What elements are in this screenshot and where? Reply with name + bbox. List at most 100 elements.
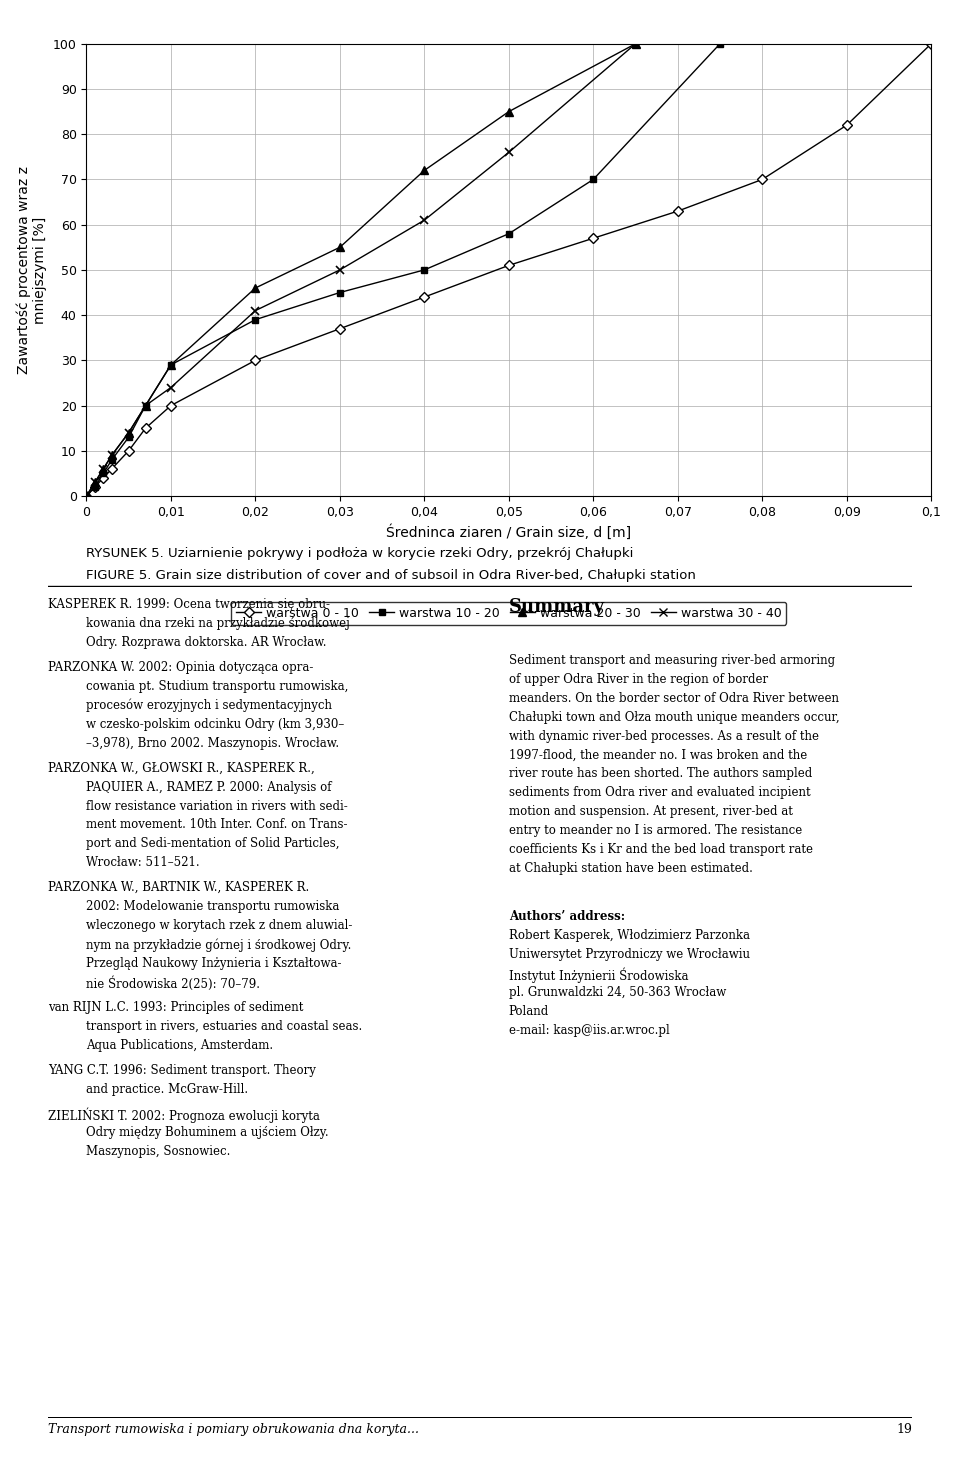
warstwa 30 - 40 [419,212,430,229]
Line: warstwa 0 - 10: warstwa 0 - 10 [83,41,935,499]
warstwa 20 - 30 [106,446,117,464]
Text: w czesko-polskim odcinku Odry (km 3,930–: w czesko-polskim odcinku Odry (km 3,930– [86,718,345,731]
Text: at Chałupki station have been estimated.: at Chałupki station have been estimated. [509,862,753,875]
warstwa 20 - 30 [123,425,134,442]
Text: coefficients Ks i Kr and the bed load transport rate: coefficients Ks i Kr and the bed load tr… [509,843,813,856]
warstwa 20 - 30 [89,474,101,492]
Text: Maszynopis, Sosnowiec.: Maszynopis, Sosnowiec. [86,1145,230,1158]
Text: PAQUIER A., RAMEZ P. 2000: Analysis of: PAQUIER A., RAMEZ P. 2000: Analysis of [86,781,332,794]
Text: e-mail: kasp@iis.ar.wroc.pl: e-mail: kasp@iis.ar.wroc.pl [509,1024,669,1037]
Text: Transport rumowiska i pomiary obrukowania dna koryta...: Transport rumowiska i pomiary obrukowani… [48,1423,419,1436]
warstwa 30 - 40 [106,446,117,464]
warstwa 30 - 40 [89,474,101,492]
warstwa 20 - 30 [250,279,261,296]
Text: Uniwersytet Przyrodniczy we Wrocławiu: Uniwersytet Przyrodniczy we Wrocławiu [509,948,750,961]
Text: motion and suspension. At present, river-bed at: motion and suspension. At present, river… [509,805,793,818]
warstwa 30 - 40 [140,397,152,414]
Text: nie Środowiska 2(25): 70–79.: nie Środowiska 2(25): 70–79. [86,976,260,991]
warstwa 30 - 40 [81,487,92,505]
Text: ZIELIŃSKI T. 2002: Prognoza ewolucji koryta: ZIELIŃSKI T. 2002: Prognoza ewolucji kor… [48,1107,320,1123]
Text: flow resistance variation in rivers with sedi-: flow resistance variation in rivers with… [86,800,348,813]
Text: Authors’ address:: Authors’ address: [509,910,625,924]
warstwa 20 - 30 [630,35,641,53]
Text: KASPEREK R. 1999: Ocena tworzenia się obru-: KASPEREK R. 1999: Ocena tworzenia się ob… [48,598,330,611]
warstwa 0 - 10 [98,470,109,487]
Text: entry to meander no I is armored. The resistance: entry to meander no I is armored. The re… [509,824,802,837]
Text: 19: 19 [896,1423,912,1436]
warstwa 30 - 40 [98,460,109,477]
warstwa 20 - 30 [503,102,515,120]
warstwa 30 - 40 [503,143,515,160]
warstwa 0 - 10 [89,479,101,496]
Text: YANG C.T. 1996: Sediment transport. Theory: YANG C.T. 1996: Sediment transport. Theo… [48,1064,316,1077]
warstwa 0 - 10 [81,487,92,505]
Text: Summary: Summary [509,598,605,616]
warstwa 0 - 10 [841,117,852,134]
Text: transport in rivers, estuaries and coastal seas.: transport in rivers, estuaries and coast… [86,1020,363,1033]
Text: ment movement. 10th Inter. Conf. on Trans-: ment movement. 10th Inter. Conf. on Tran… [86,818,348,832]
warstwa 10 - 20 [89,479,101,496]
warstwa 30 - 40 [165,379,177,397]
warstwa 30 - 40 [630,35,641,53]
warstwa 10 - 20 [334,283,346,301]
warstwa 0 - 10 [250,352,261,369]
Text: RYSUNEK 5. Uziarnienie pokrywy i podłoża w korycie rzeki Odry, przekrój Chałupki: RYSUNEK 5. Uziarnienie pokrywy i podłoża… [86,547,634,560]
warstwa 0 - 10 [672,203,684,220]
warstwa 30 - 40 [123,425,134,442]
Text: PARZONKA W., BARTNIK W., KASPEREK R.: PARZONKA W., BARTNIK W., KASPEREK R. [48,881,309,894]
warstwa 20 - 30 [81,487,92,505]
warstwa 10 - 20 [123,429,134,446]
warstwa 10 - 20 [714,35,726,53]
Text: sediments from Odra river and evaluated incipient: sediments from Odra river and evaluated … [509,786,810,800]
warstwa 10 - 20 [106,451,117,468]
Text: of upper Odra River in the region of border: of upper Odra River in the region of bor… [509,673,768,686]
warstwa 0 - 10 [588,229,599,247]
warstwa 0 - 10 [925,35,937,53]
Legend: warstwa 0 - 10, warstwa 10 - 20, warstwa 20 - 30, warstwa 30 - 40: warstwa 0 - 10, warstwa 10 - 20, warstwa… [231,601,786,624]
Text: wleczonego w korytach rzek z dnem aluwial-: wleczonego w korytach rzek z dnem aluwia… [86,919,352,932]
warstwa 10 - 20 [250,311,261,328]
Text: 2002: Modelowanie transportu rumowiska: 2002: Modelowanie transportu rumowiska [86,900,340,913]
Text: with dynamic river-bed processes. As a result of the: with dynamic river-bed processes. As a r… [509,730,819,743]
Text: cowania pt. Studium transportu rumowiska,: cowania pt. Studium transportu rumowiska… [86,680,348,693]
warstwa 30 - 40 [250,302,261,320]
warstwa 20 - 30 [165,356,177,374]
warstwa 0 - 10 [756,171,768,188]
Text: Odry. Rozprawa doktorska. AR Wrocław.: Odry. Rozprawa doktorska. AR Wrocław. [86,636,327,649]
Text: port and Sedi-mentation of Solid Particles,: port and Sedi-mentation of Solid Particl… [86,837,340,851]
warstwa 0 - 10 [334,320,346,337]
warstwa 0 - 10 [503,257,515,274]
Y-axis label: Zawartość procentowa wraz z
mniejszymi [%]: Zawartość procentowa wraz z mniejszymi [… [16,166,47,374]
X-axis label: Średninca ziaren / Grain size, d [m]: Średninca ziaren / Grain size, d [m] [386,524,632,540]
warstwa 30 - 40 [334,261,346,279]
warstwa 0 - 10 [165,397,177,414]
Text: Poland: Poland [509,1005,549,1018]
Line: warstwa 20 - 30: warstwa 20 - 30 [83,39,639,500]
warstwa 20 - 30 [334,238,346,255]
Line: warstwa 30 - 40: warstwa 30 - 40 [83,39,639,500]
Text: Chałupki town and Ołza mouth unique meanders occur,: Chałupki town and Ołza mouth unique mean… [509,711,839,724]
Text: and practice. McGraw-Hill.: and practice. McGraw-Hill. [86,1083,249,1096]
Text: Instytut Inżynierii Środowiska: Instytut Inżynierii Środowiska [509,967,688,983]
warstwa 10 - 20 [503,225,515,242]
warstwa 10 - 20 [165,356,177,374]
Text: Robert Kasperek, Włodzimierz Parzonka: Robert Kasperek, Włodzimierz Parzonka [509,929,750,943]
Text: Wrocław: 511–521.: Wrocław: 511–521. [86,856,200,870]
warstwa 20 - 30 [419,162,430,179]
warstwa 10 - 20 [588,171,599,188]
Text: –3,978), Brno 2002. Maszynopis. Wrocław.: –3,978), Brno 2002. Maszynopis. Wrocław. [86,737,340,750]
warstwa 10 - 20 [419,261,430,279]
Text: PARZONKA W., GŁOWSKI R., KASPEREK R.,: PARZONKA W., GŁOWSKI R., KASPEREK R., [48,762,315,775]
warstwa 10 - 20 [98,464,109,481]
Text: 1997-flood, the meander no. I was broken and the: 1997-flood, the meander no. I was broken… [509,748,807,762]
warstwa 0 - 10 [106,460,117,477]
Text: Odry między Bohuminem a ujściem Ołzy.: Odry między Bohuminem a ujściem Ołzy. [86,1126,329,1139]
Text: van RIJN L.C. 1993: Principles of sediment: van RIJN L.C. 1993: Principles of sedime… [48,1001,303,1014]
warstwa 0 - 10 [419,289,430,306]
Line: warstwa 10 - 20: warstwa 10 - 20 [83,41,724,499]
Text: kowania dna rzeki na przykładzie środkowej: kowania dna rzeki na przykładzie środkow… [86,617,350,630]
warstwa 10 - 20 [81,487,92,505]
Text: nym na przykładzie górnej i środkowej Odry.: nym na przykładzie górnej i środkowej Od… [86,938,351,951]
Text: meanders. On the border sector of Odra River between: meanders. On the border sector of Odra R… [509,692,839,705]
warstwa 0 - 10 [140,420,152,438]
